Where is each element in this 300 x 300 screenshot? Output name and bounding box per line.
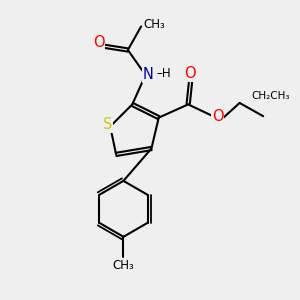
Text: O: O [93, 35, 104, 50]
Text: CH₃: CH₃ [112, 259, 134, 272]
Text: –H: –H [156, 67, 171, 80]
Text: O: O [184, 66, 195, 81]
Text: O: O [212, 109, 224, 124]
Text: CH₂CH₃: CH₂CH₃ [251, 91, 290, 100]
Text: S: S [103, 118, 112, 133]
Text: CH₃: CH₃ [143, 19, 165, 32]
Text: N: N [143, 68, 154, 82]
